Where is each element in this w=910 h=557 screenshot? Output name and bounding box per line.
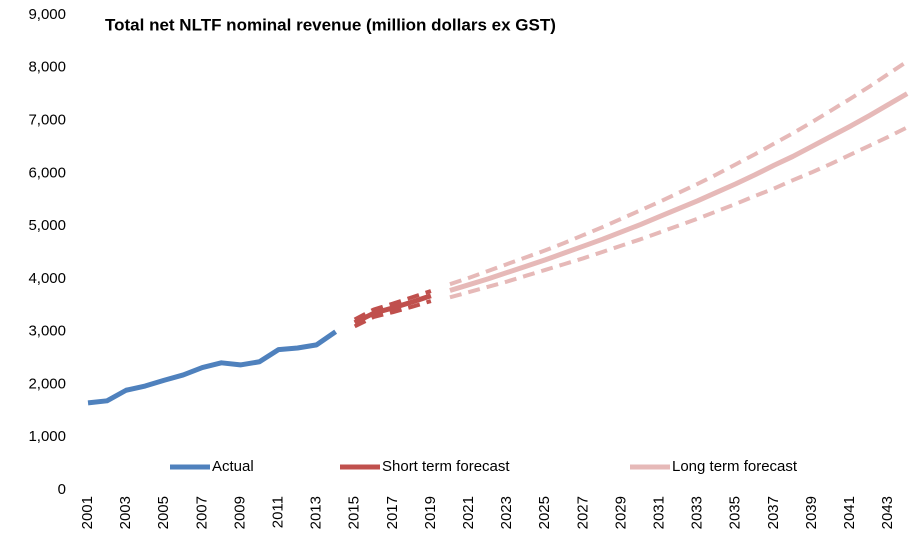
series-line [449, 59, 909, 287]
x-tick-label: 2037 [765, 496, 782, 529]
y-tick-label: 1,000 [28, 428, 66, 445]
x-tick-label: 2031 [650, 496, 667, 529]
x-tick-label: 2039 [803, 496, 820, 529]
y-tick-label: 4,000 [28, 270, 66, 287]
chart-title: Total net NLTF nominal revenue (million … [105, 15, 556, 34]
series-line [449, 91, 909, 293]
legend-label: Short term forecast [382, 458, 510, 475]
series-line [353, 293, 432, 325]
x-tick-label: 2021 [460, 496, 477, 529]
y-tick-label: 6,000 [28, 164, 66, 181]
y-tick-label: 5,000 [28, 217, 66, 234]
series-line [87, 329, 338, 406]
legend-label: Long term forecast [672, 458, 798, 475]
x-tick-label: 2041 [841, 496, 858, 529]
legend-label: Actual [212, 458, 254, 475]
x-tick-label: 2015 [346, 496, 363, 529]
y-tick-label: 8,000 [28, 59, 66, 76]
x-tick-label: 2011 [269, 496, 286, 528]
series-line [353, 299, 432, 329]
x-tick-label: 2035 [727, 496, 744, 529]
x-tick-label: 2025 [536, 496, 553, 529]
x-tick-label: 2033 [689, 496, 706, 529]
x-tick-label: 2029 [612, 496, 629, 529]
y-tick-label: 7,000 [28, 112, 66, 129]
series-line [353, 289, 432, 322]
x-tick-label: 2027 [574, 496, 591, 529]
series-line [449, 125, 909, 300]
y-tick-label: 9,000 [28, 6, 66, 23]
x-tick-label: 2003 [117, 496, 134, 529]
y-tick-label: 2,000 [28, 375, 66, 392]
x-tick-label: 2019 [422, 496, 439, 529]
x-tick-label: 2013 [308, 496, 325, 529]
x-tick-label: 2017 [384, 496, 401, 529]
y-tick-label: 0 [58, 481, 66, 498]
x-tick-label: 2009 [231, 496, 248, 529]
y-tick-label: 3,000 [28, 323, 66, 340]
x-tick-label: 2043 [879, 496, 896, 529]
x-tick-label: 2005 [155, 496, 172, 529]
x-tick-label: 2001 [79, 496, 96, 529]
x-tick-label: 2007 [193, 496, 210, 529]
x-tick-label: 2023 [498, 496, 515, 529]
